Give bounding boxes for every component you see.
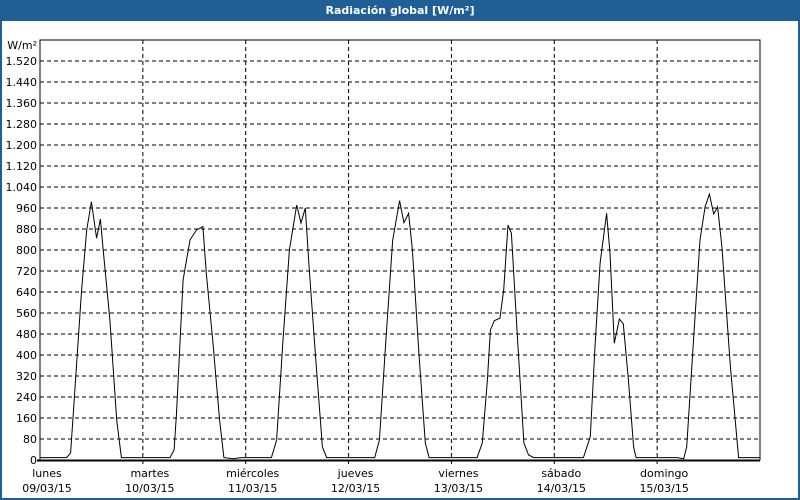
y-tick-label: 1.440	[6, 76, 38, 89]
y-tick-label: 880	[16, 223, 37, 236]
x-tick-date: 11/03/15	[228, 482, 277, 495]
y-tick-label: 1.040	[6, 181, 38, 194]
y-tick-label: 640	[16, 286, 37, 299]
y-tick-label: 0	[30, 454, 37, 467]
x-tick-day: domingo	[640, 467, 688, 480]
window-title: Radiación global [W/m²]	[0, 0, 800, 21]
x-tick-day: lunes	[32, 467, 62, 480]
y-tick-label: 800	[16, 244, 37, 257]
x-tick-date: 10/03/15	[125, 482, 174, 495]
x-tick-date: 14/03/15	[537, 482, 586, 495]
y-tick-label: 1.360	[6, 97, 38, 110]
x-tick-date: 09/03/15	[22, 482, 71, 495]
y-tick-label: 1.280	[6, 118, 38, 131]
x-tick-date: 12/03/15	[331, 482, 380, 495]
y-tick-label: 960	[16, 202, 37, 215]
y-tick-label: 480	[16, 328, 37, 341]
y-axis-label: W/m²	[7, 39, 37, 52]
x-tick-date: 13/03/15	[434, 482, 483, 495]
y-tick-label: 720	[16, 265, 37, 278]
x-tick-day: sábado	[541, 467, 581, 480]
y-tick-label: 160	[16, 412, 37, 425]
y-tick-label: 1.120	[6, 160, 38, 173]
y-tick-label: 320	[16, 370, 37, 383]
x-tick-day: viernes	[438, 467, 478, 480]
y-tick-label: 560	[16, 307, 37, 320]
y-tick-label: 80	[23, 433, 37, 446]
x-tick-day: jueves	[337, 467, 374, 480]
y-tick-label: 1.200	[6, 139, 38, 152]
y-tick-label: 240	[16, 391, 37, 404]
y-tick-label: 400	[16, 349, 37, 362]
y-tick-label: 1.520	[6, 55, 38, 68]
series-line-radiation	[40, 192, 760, 460]
x-tick-day: miércoles	[226, 467, 279, 480]
x-tick-day: martes	[130, 467, 169, 480]
x-tick-date: 15/03/15	[639, 482, 688, 495]
